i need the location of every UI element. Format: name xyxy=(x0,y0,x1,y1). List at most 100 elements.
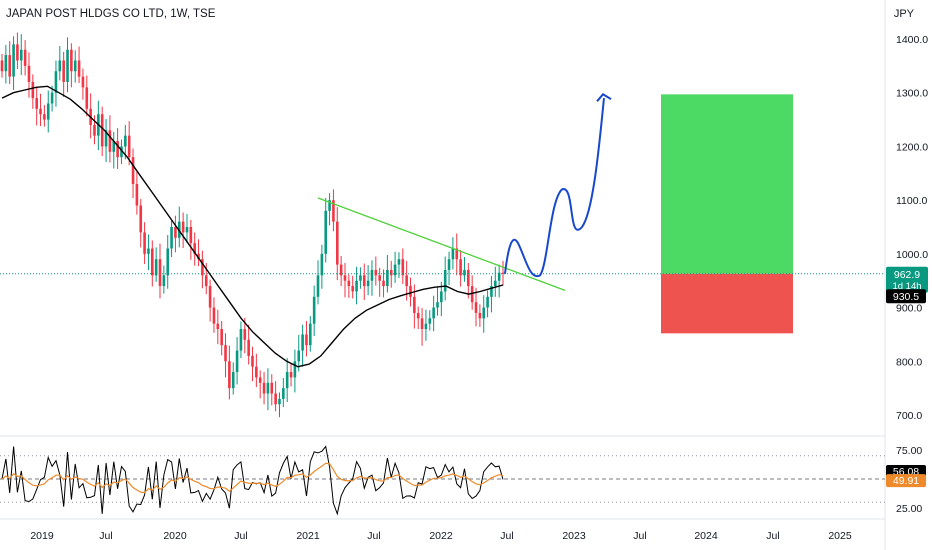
x-tick-label: Jul xyxy=(234,530,247,542)
candle-body xyxy=(486,296,489,308)
candle-body xyxy=(316,275,320,297)
candle-body xyxy=(112,141,116,152)
candle-body xyxy=(108,130,112,152)
candle-body xyxy=(389,269,393,276)
candle-body xyxy=(158,259,162,287)
candle-body xyxy=(189,227,193,244)
candle-body xyxy=(166,248,170,276)
candle-body xyxy=(443,269,447,292)
candle-body xyxy=(235,350,239,373)
candle-body xyxy=(35,98,38,109)
candle-body xyxy=(366,280,370,287)
x-tick-label: 2025 xyxy=(828,530,852,542)
candle-body xyxy=(312,296,316,324)
candles xyxy=(0,32,505,418)
y-tick-label: 700.0 xyxy=(896,410,922,422)
last-price-badge xyxy=(886,266,928,293)
candle-body xyxy=(58,60,62,72)
candle-body xyxy=(216,323,220,330)
x-tick-label: 2022 xyxy=(429,530,453,542)
candle-body xyxy=(147,248,150,254)
candle-body xyxy=(266,382,270,394)
candle-body xyxy=(320,253,324,276)
candle-body xyxy=(154,259,158,276)
candle-body xyxy=(440,291,443,303)
candle-body xyxy=(424,323,428,330)
candle-body xyxy=(181,221,185,233)
candle-body xyxy=(305,334,308,346)
candle-body xyxy=(139,205,143,233)
candle-body xyxy=(170,227,173,249)
candle-body xyxy=(120,146,123,158)
x-tick-label: 2024 xyxy=(694,530,718,542)
candle-body xyxy=(301,334,304,351)
candle-body xyxy=(274,393,277,405)
moving-average-line xyxy=(1,85,504,368)
candle-body xyxy=(185,227,189,233)
candle-body xyxy=(490,286,493,297)
candle-body xyxy=(255,366,258,378)
currency-label: JPY xyxy=(893,8,914,20)
candle-body xyxy=(54,71,58,93)
candle-body xyxy=(362,275,366,287)
candle-body xyxy=(162,275,166,287)
candle-body xyxy=(66,49,69,82)
candle-body xyxy=(285,372,289,389)
candle-body xyxy=(405,275,408,287)
candle-body xyxy=(339,264,343,276)
x-tick-label: Jul xyxy=(99,530,112,542)
candle-body xyxy=(135,184,139,206)
candle-body xyxy=(23,49,27,66)
candle-body xyxy=(70,49,73,72)
candle-body xyxy=(50,92,54,104)
candle-body xyxy=(428,318,432,324)
y-tick-label: 1100.0 xyxy=(896,195,927,207)
candle-body xyxy=(351,286,354,292)
ma-price-badge xyxy=(886,289,926,304)
x-tick-label: Jul xyxy=(500,530,513,542)
candle-body xyxy=(493,280,497,287)
candle-body xyxy=(436,302,439,308)
candle-body xyxy=(251,355,254,367)
candle-body xyxy=(131,157,135,185)
candle-body xyxy=(81,76,85,88)
candle-body xyxy=(151,248,154,276)
candle-body xyxy=(328,200,331,211)
risk-reward-zones xyxy=(661,94,793,334)
candle-body xyxy=(297,350,301,362)
candle-body xyxy=(174,227,177,238)
candle-body xyxy=(370,269,374,281)
candle-body xyxy=(463,269,466,276)
candle-body xyxy=(16,44,19,61)
candle-body xyxy=(397,259,401,265)
candle-body xyxy=(447,259,451,270)
candle-body xyxy=(459,259,462,276)
x-tick-label: Jul xyxy=(633,530,646,542)
candle-body xyxy=(470,286,474,303)
candle-body xyxy=(393,264,397,276)
candle-body xyxy=(100,114,104,147)
candle-body xyxy=(201,259,204,276)
x-tick-label: Jul xyxy=(367,530,380,542)
candle-body xyxy=(4,55,8,72)
candle-body xyxy=(455,248,459,260)
candle-body xyxy=(228,361,231,389)
x-tick-label: 2019 xyxy=(30,530,54,542)
candle-body xyxy=(43,114,46,120)
candle-body xyxy=(27,65,31,82)
candle-body xyxy=(19,49,23,61)
candle-body xyxy=(12,44,15,77)
candle-body xyxy=(77,60,81,77)
rsi-ma-value-label: 49.91 xyxy=(893,475,919,487)
y-tick-label: 1300.0 xyxy=(896,88,928,100)
ma-price-label: 930.5 xyxy=(893,291,919,303)
candle-body xyxy=(8,55,12,77)
candle-body xyxy=(293,361,297,378)
candle-body xyxy=(474,302,478,313)
candle-body xyxy=(212,307,216,324)
candle-body xyxy=(451,248,455,260)
candle-body xyxy=(247,339,250,356)
